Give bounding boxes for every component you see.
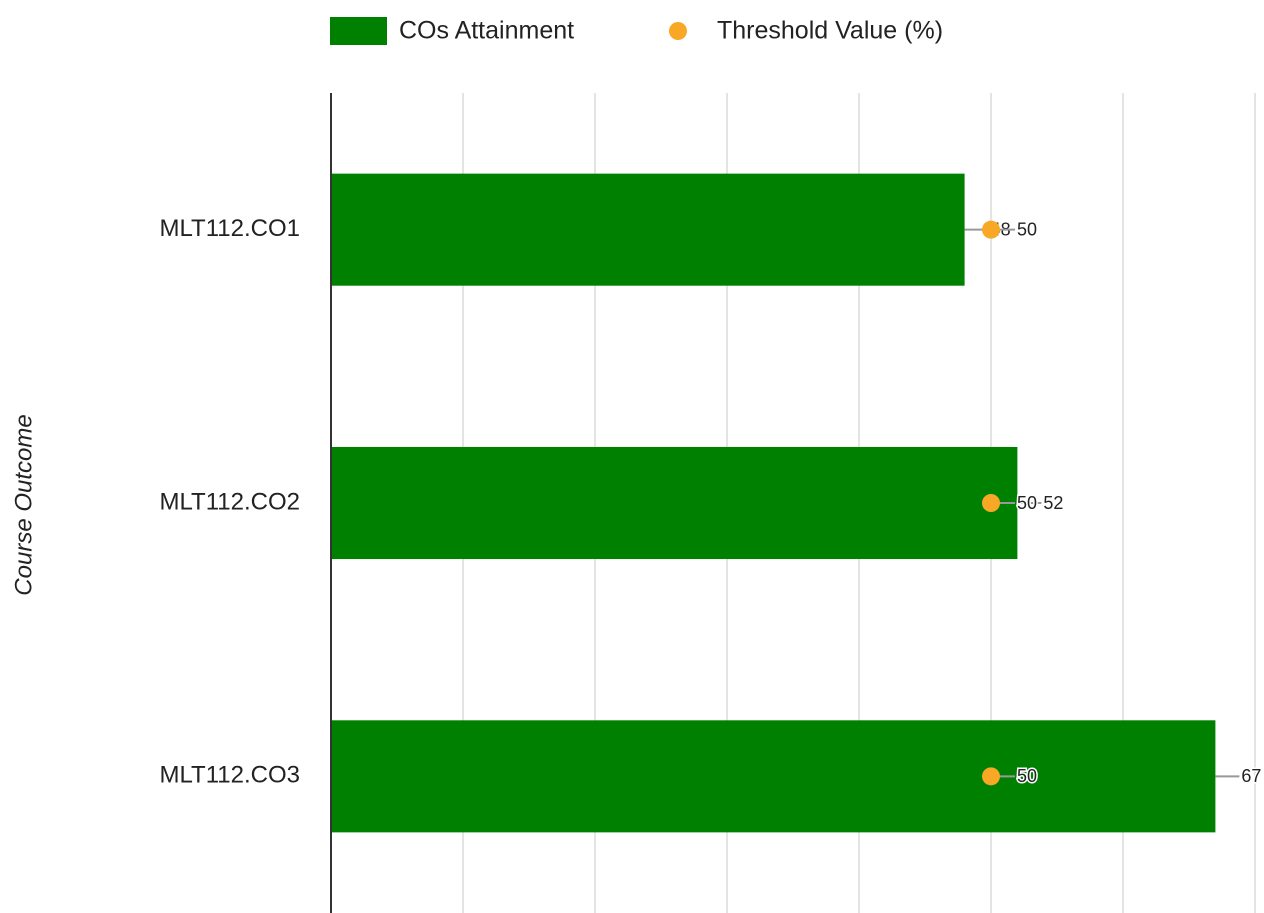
data-label: 67 — [1241, 766, 1261, 786]
bar — [331, 446, 1018, 560]
threshold-point — [982, 767, 1000, 786]
threshold-point — [982, 220, 1000, 239]
legend-label: Threshold Value (%) — [717, 17, 943, 45]
legend-swatch — [669, 22, 687, 40]
threshold-point — [982, 494, 1000, 512]
bar — [331, 720, 1216, 833]
data-label: 52 — [1043, 493, 1063, 513]
data-label: 50 — [1017, 493, 1037, 513]
legend-label: COs Attainment — [399, 17, 574, 45]
legend-swatch — [330, 17, 387, 45]
bar — [331, 173, 965, 286]
y-tick-label: MLT112.CO1 — [160, 215, 301, 242]
data-label: 50 — [1017, 766, 1037, 786]
y-tick-label: MLT112.CO2 — [160, 488, 301, 515]
y-tick-label: MLT112.CO3 — [160, 762, 301, 789]
data-label: 50 — [1017, 219, 1037, 239]
y-axis-title: Course Outcome — [10, 414, 37, 595]
